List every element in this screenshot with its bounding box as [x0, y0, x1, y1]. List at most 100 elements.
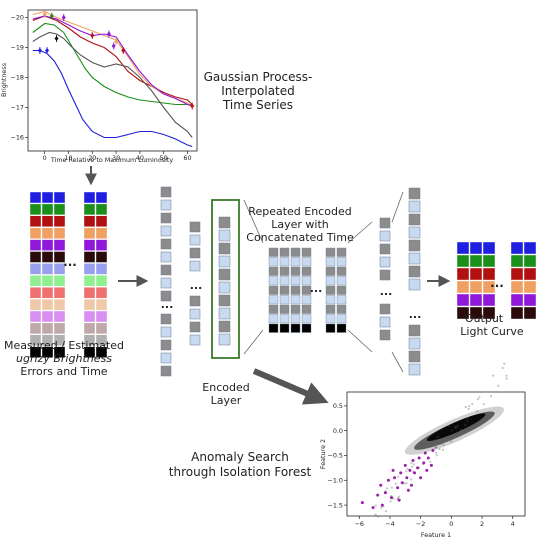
normal-point-12	[503, 362, 506, 365]
repeated-grid-col2-cell-8	[279, 314, 290, 324]
output-line-2: Light Curve	[460, 325, 524, 338]
encoded-layer-cell-4	[218, 255, 231, 268]
gp-marker-3	[54, 35, 59, 42]
normal-point-52	[497, 384, 500, 387]
normal-point-38	[492, 374, 495, 377]
normal-point-14	[505, 377, 508, 380]
repeated-grid-col5-cell-9	[325, 323, 336, 333]
decoder2-bottom-cell-2	[408, 337, 421, 350]
normal-point-53	[376, 515, 380, 518]
repeated-grid-col1-cell-3	[268, 266, 279, 276]
anomaly-point-8	[393, 476, 397, 480]
normal-point-58	[384, 510, 388, 513]
repeated-grid-col3-cell-6	[290, 295, 301, 305]
encoded-layer-cell-3	[218, 242, 231, 255]
gp-title-line-1: Gaussian Process-	[204, 70, 313, 84]
input-column-3-cell-14	[53, 346, 66, 358]
output-column-3-cell-6	[482, 306, 496, 320]
input-column-5-cell-4	[95, 227, 108, 239]
repeated-grid-col6-cell-3	[336, 266, 347, 276]
repeated-grid-col3-cell-1	[290, 247, 301, 257]
gp-marker-7	[90, 32, 95, 39]
output-column-4-cell-4	[510, 280, 524, 294]
anomaly-point-17	[413, 471, 417, 475]
normal-point-48	[385, 487, 389, 490]
repeated-grid-col1-cell-4	[268, 276, 279, 286]
decoder1-top-cell-5	[379, 269, 391, 281]
encoded-line-1: Encoded	[202, 381, 249, 394]
layer1-top-cell-6	[160, 251, 172, 263]
input-column-3-cell-4	[53, 227, 66, 239]
autoencoder-network: ...............	[160, 186, 422, 377]
repeated-grid-col2-cell-1	[279, 247, 290, 257]
input-column-3-cell-11	[53, 310, 66, 323]
input-column-5-cell-5	[95, 239, 108, 251]
layer2-top-cell-1	[189, 221, 201, 233]
input-column-3-cell-8	[53, 275, 66, 287]
output-column-2-cell-4	[469, 280, 483, 294]
scatter-x-tick-label-5: 4	[511, 520, 515, 528]
input-column-4-cell-6	[83, 251, 96, 263]
output-column-5-cell-1	[523, 241, 537, 255]
network-connector-2	[243, 329, 264, 355]
gp-marker-6	[61, 14, 66, 21]
anomaly-point-22	[423, 451, 427, 455]
normal-point-5	[454, 426, 458, 429]
input-column-5-cell-8	[95, 275, 108, 287]
gp-series-line-6	[32, 31, 193, 138]
gp-marker-2	[45, 47, 50, 54]
input-column-5-cell-7	[95, 263, 108, 275]
normal-point-26	[478, 396, 481, 399]
repeated-grid-col4-cell-6	[301, 295, 312, 305]
network-connector-6	[391, 351, 404, 373]
output-column-1-cell-6	[456, 306, 470, 320]
repeated-grid-col6-cell-2	[336, 257, 347, 267]
gp-title-label: Gaussian Process- Interpolated Time Seri…	[204, 70, 313, 112]
repeated-grid-col5-cell-1	[325, 247, 336, 257]
anomaly-point-20	[419, 476, 423, 480]
repeated-grid-col3-cell-5	[290, 285, 301, 295]
scatter-y-tick-label-2: −0.5	[327, 452, 343, 460]
repeated-line-3: Concatenated Time	[246, 231, 354, 244]
repeated-grid-col2-cell-5	[279, 285, 290, 295]
input-column-1-cell-9	[29, 287, 42, 299]
anomaly-point-12	[403, 463, 407, 467]
anomaly-point-7	[390, 496, 393, 500]
repeated-grid-col2-cell-6	[279, 295, 290, 305]
anomaly-point-26	[431, 449, 435, 453]
decoder2-top-cell-2	[408, 200, 421, 213]
input-column-2-cell-9	[41, 287, 54, 299]
anomaly-point-18	[416, 466, 420, 470]
gp-marker-9	[111, 43, 116, 49]
repeated-grid-col2-cell-2	[279, 257, 290, 267]
input-column-3-cell-9	[53, 287, 66, 299]
repeated-grid-col4-cell-4	[301, 276, 312, 286]
normal-point-35	[409, 478, 413, 481]
decoder2-ellipsis: ...	[409, 308, 422, 321]
anomaly-point-24	[426, 456, 430, 460]
gp-chart-axes: 0 10 20 30 40 50 60 −20 −19 −18 −17 −16	[11, 14, 192, 162]
output-column-3-cell-2	[482, 254, 496, 268]
encoded-layer-cell-6	[218, 281, 231, 294]
gp-x-tick-label-4: 40	[136, 154, 144, 162]
scatter-y-tick-label-1: −1.0	[327, 476, 343, 484]
measured-line-2: ugrizy Brightness	[16, 352, 112, 365]
repeated-grid-col6-cell-6	[336, 295, 347, 305]
scatter-y-tick-label-0: −1.5	[327, 501, 343, 509]
normal-point-50	[454, 425, 457, 428]
scatter-plot-area	[360, 362, 508, 518]
normal-point-46	[374, 513, 377, 516]
repeated-grid-col6-cell-7	[336, 304, 347, 314]
repeated-grid-col5-cell-4	[325, 276, 336, 286]
repeated-grid-col5-cell-3	[325, 266, 336, 276]
input-column-4-cell-8	[83, 275, 96, 287]
repeated-grid-col5-cell-6	[325, 295, 336, 305]
layer1-bottom-cell-1	[160, 313, 172, 325]
decoder1-ellipsis: ...	[380, 285, 393, 298]
decoder1-top-cell-1	[379, 217, 391, 229]
anomaly-point-27	[397, 498, 401, 502]
normal-point-19	[449, 434, 452, 437]
normal-point-9	[466, 420, 469, 423]
gp-marker-5	[42, 11, 47, 18]
input-column-1-cell-4	[29, 227, 42, 239]
